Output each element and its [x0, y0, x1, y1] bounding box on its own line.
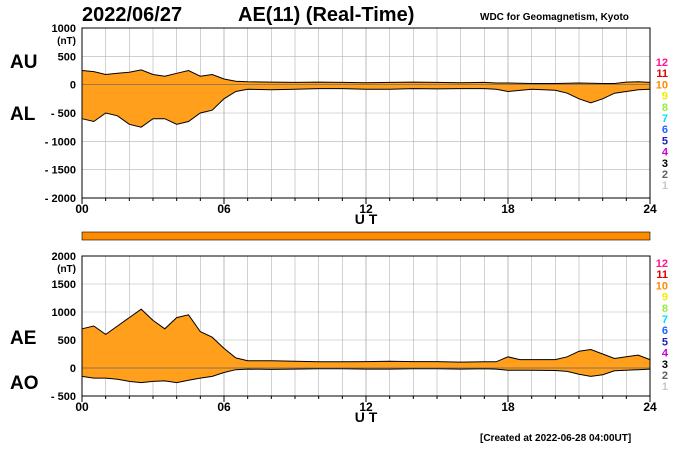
panel2-legend-station-count-5: 5	[662, 336, 668, 348]
panel2-x-tick-label: 00	[75, 400, 89, 414]
station-count-bar	[81, 231, 651, 241]
panel1-x-axis-label: U T	[355, 211, 378, 227]
panel1-legend-station-count-5: 5	[662, 135, 668, 147]
panel1-x-tick-label: 00	[75, 202, 89, 216]
panel2-legend-station-count-2: 2	[662, 370, 668, 382]
panel1-x-tick-label: 18	[501, 202, 515, 216]
panel1-legend-station-count-11: 11	[656, 68, 668, 80]
side-label-ao: AO	[10, 373, 39, 394]
panel1-legend-station-count-9: 9	[662, 91, 668, 103]
panel1-series-au-line	[81, 69, 651, 84]
side-label-ae: AE	[10, 328, 37, 349]
panel2-y-tick-label: 1000	[52, 307, 76, 319]
panel1-y-tick-label: 1000	[52, 23, 76, 35]
panel1-legend-station-count-10: 10	[656, 79, 668, 91]
panel2-legend-station-count-11: 11	[656, 269, 668, 281]
panel2-y-tick-label: 2000	[52, 251, 76, 263]
panel1-legend-station-count-6: 6	[662, 124, 668, 136]
panel1-y-tick-label: 500	[58, 51, 76, 63]
panel2-series-ao-line	[81, 368, 651, 384]
panel1-y-tick-label: - 500	[51, 108, 76, 120]
panel1-series-al-line	[81, 88, 651, 128]
panel1-x-tick-label: 24	[643, 202, 657, 216]
panel1-legend-station-count-7: 7	[662, 113, 668, 125]
panel1-y-tick-label: - 1500	[45, 165, 76, 177]
panel2-legend-station-count-3: 3	[662, 359, 668, 371]
panel1-legend-station-count-4: 4	[662, 147, 669, 159]
panel1-x-tick-label: 12	[359, 202, 373, 216]
panel2-x-tick-label: 18	[501, 400, 515, 414]
panel1-legend-station-count-3: 3	[662, 158, 668, 170]
date-label: 2022/06/27	[82, 4, 183, 26]
panel2-y-tick-label: 500	[58, 335, 76, 347]
panel1-legend-station-count-1: 1	[662, 180, 668, 192]
panel2-series-ae-line	[81, 308, 651, 363]
side-label-al: AL	[10, 104, 36, 125]
panel2-y-axis-unit: (nT)	[57, 264, 76, 275]
panel2-y-tick-label: - 500	[51, 391, 76, 403]
panel1-x-tick-label: 06	[217, 202, 231, 216]
panel2-legend-station-count-6: 6	[662, 325, 668, 337]
panel2-legend-station-count-7: 7	[662, 314, 668, 326]
panel2-legend-station-count-4: 4	[662, 348, 669, 360]
panel2-x-tick-label: 06	[217, 400, 231, 414]
created-timestamp: [Created at 2022-06-28 04:00UT]	[480, 433, 632, 444]
page-title: AE(11) (Real-Time)	[238, 4, 415, 26]
panel1-area-fill	[82, 69, 650, 128]
panel2-y-tick-label: 1500	[52, 279, 76, 291]
panel2-x-tick-label: 12	[359, 400, 373, 414]
panel1-legend-station-count-8: 8	[662, 102, 668, 114]
panel1-y-axis-unit: (nT)	[57, 36, 76, 47]
panel2-x-axis-label: U T	[355, 409, 378, 425]
panel2-area-fill	[82, 309, 650, 383]
panel2-legend-station-count-8: 8	[662, 303, 668, 315]
panel2-x-tick-label: 24	[643, 400, 657, 414]
panel1-legend-station-count-2: 2	[662, 169, 668, 181]
credit-label: WDC for Geomagnetism, Kyoto	[480, 12, 629, 23]
panel1-y-tick-label: 0	[70, 80, 76, 92]
panel1-y-tick-label: - 1000	[45, 136, 76, 148]
panel1-y-tick-label: - 2000	[45, 193, 76, 205]
side-label-au: AU	[10, 52, 38, 73]
panel2-legend-station-count-12: 12	[656, 258, 668, 270]
panel2-legend-station-count-10: 10	[656, 280, 668, 292]
panel1-legend-station-count-12: 12	[656, 57, 668, 69]
panel2-legend-station-count-1: 1	[662, 381, 668, 393]
panel2-legend-station-count-9: 9	[662, 292, 668, 304]
panel2-y-tick-label: 0	[70, 363, 76, 375]
